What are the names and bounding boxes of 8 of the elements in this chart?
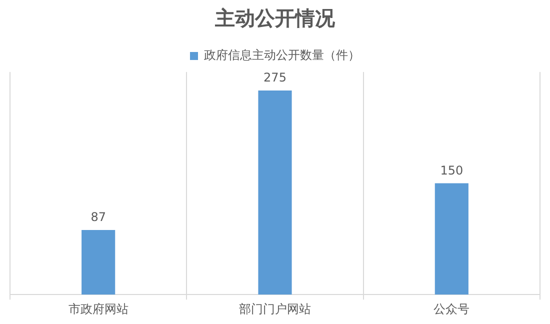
chart-title: 主动公开情况: [214, 6, 336, 30]
data-label: 87: [90, 210, 106, 224]
legend-label: 政府信息主动公开数量（件）: [204, 48, 360, 62]
x-tick-label: 公众号: [434, 302, 470, 316]
x-tick-label: 部门门户网站: [239, 302, 311, 316]
x-tick-label: 市政府网站: [68, 302, 128, 316]
data-label: 150: [440, 163, 464, 178]
data-label: 275: [264, 70, 286, 85]
